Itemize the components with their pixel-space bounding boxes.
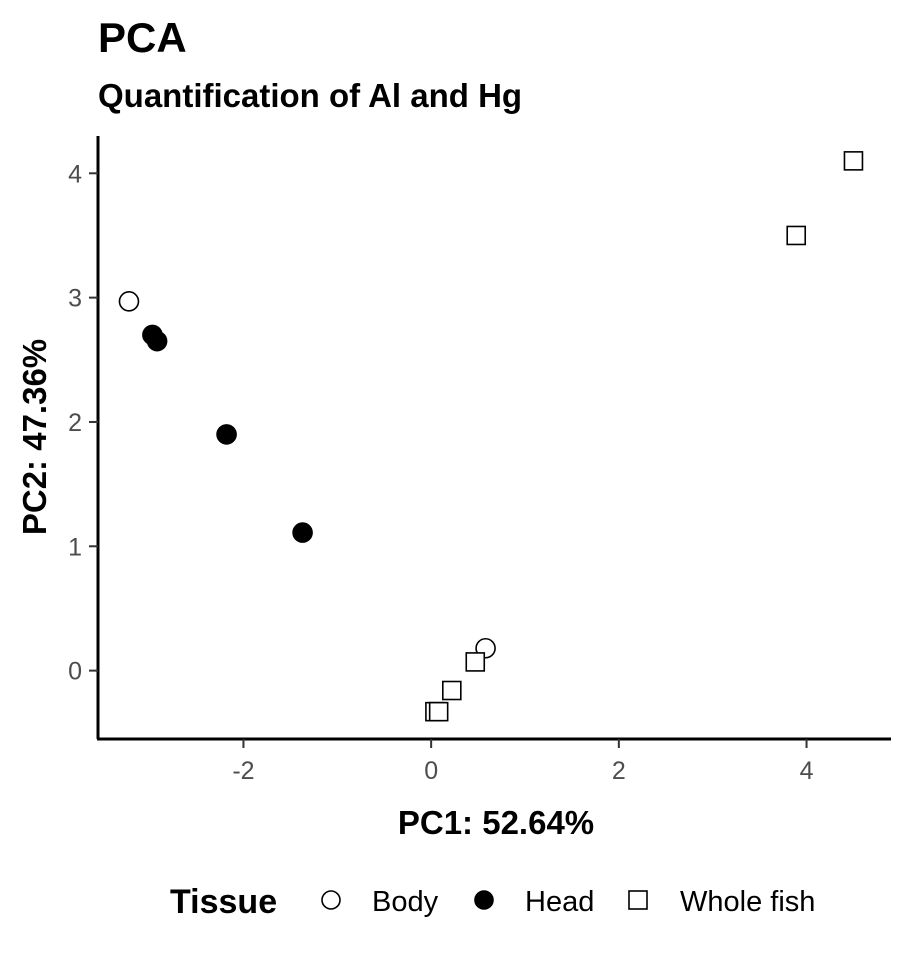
legend-key-head <box>474 890 494 910</box>
y-tick-label: 2 <box>68 409 82 437</box>
y-tick-label: 1 <box>68 533 82 561</box>
legend-label-body: Body <box>372 886 439 918</box>
y-tick-label: 4 <box>68 160 82 188</box>
legend-label-whole-fish: Whole fish <box>680 886 815 918</box>
data-point-head <box>292 522 313 543</box>
data-point-whole-fish <box>428 701 449 722</box>
plot-axes <box>96 136 891 741</box>
chart-title: PCA <box>98 14 187 61</box>
x-tick-label: 4 <box>800 757 814 785</box>
data-point-whole-fish <box>465 652 486 672</box>
data-point-head <box>146 330 168 352</box>
x-axis-title: PC1: 52.64% <box>398 804 594 841</box>
data-point-head <box>216 424 237 445</box>
legend-label-head: Head <box>525 886 594 918</box>
axis-ticks: -2 0 2 4 0 1 2 3 4 <box>68 160 813 785</box>
data-point-body <box>118 291 140 312</box>
x-tick-label: 2 <box>612 757 626 785</box>
legend: Tissue Body Head Whole fish <box>170 883 815 921</box>
legend-title: Tissue <box>170 883 277 921</box>
x-tick-label: -2 <box>232 757 254 785</box>
data-point-whole-fish <box>786 225 807 246</box>
y-axis-title: PC2: 47.36% <box>16 339 53 535</box>
chart-subtitle: Quantification of Al and Hg <box>98 77 522 114</box>
x-tick-label: 0 <box>424 757 438 785</box>
legend-key-whole-fish <box>628 890 648 910</box>
data-point-whole-fish <box>843 151 864 171</box>
y-tick-label: 0 <box>68 658 82 686</box>
legend-key-body <box>321 890 341 910</box>
data-points <box>118 151 864 722</box>
data-point-whole-fish <box>441 680 462 701</box>
y-tick-label: 3 <box>68 285 82 313</box>
